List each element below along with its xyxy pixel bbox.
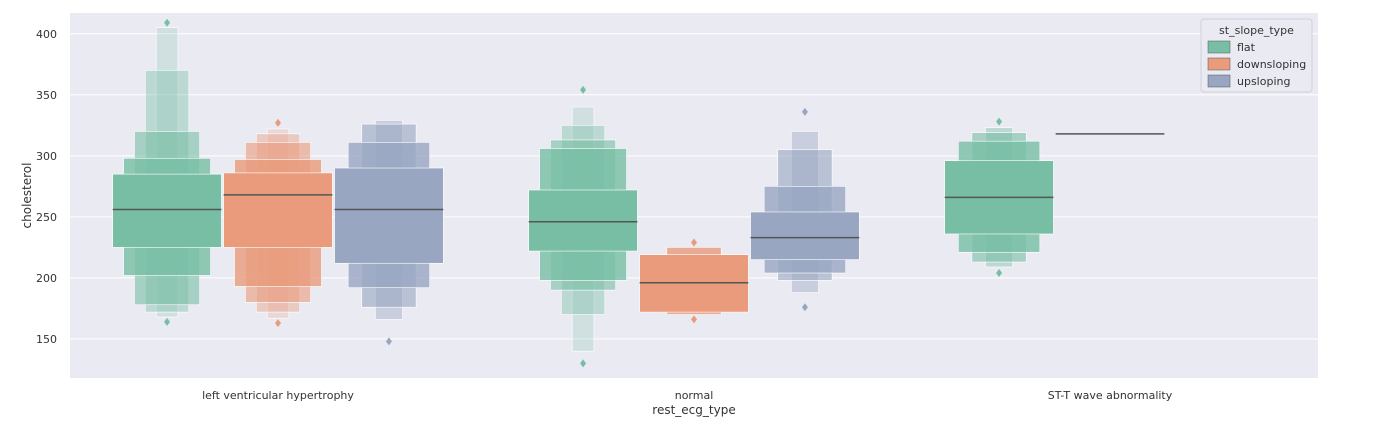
y-tick-label: 200 [36, 272, 57, 285]
boxen-level [335, 168, 444, 263]
y-tick-label: 350 [36, 89, 57, 102]
boxen-level [529, 190, 638, 251]
boxen-level [113, 174, 222, 247]
x-axis-label: rest_ecg_type [652, 403, 735, 417]
y-tick-labels: 150 200 250 300 350 400 [36, 28, 57, 346]
legend-entry: downsloping [1237, 58, 1306, 71]
y-tick-label: 400 [36, 28, 57, 41]
legend-swatch [1208, 41, 1230, 53]
boxen-level [751, 212, 860, 260]
legend-swatch [1208, 75, 1230, 87]
legend-title: st_slope_type [1219, 24, 1294, 37]
x-tick-label: ST-T wave abnormality [1048, 389, 1173, 402]
y-tick-label: 300 [36, 150, 57, 163]
legend-entry: flat [1237, 41, 1256, 54]
legend-entry: upsloping [1237, 75, 1290, 88]
x-tick-label: left ventricular hypertrophy [202, 389, 354, 402]
legend-swatch [1208, 58, 1230, 70]
x-tick-label: normal [675, 389, 714, 402]
y-axis-label: cholesterol [20, 163, 34, 229]
y-tick-label: 250 [36, 211, 57, 224]
legend: st_slope_type flat downsloping upsloping [1201, 19, 1312, 92]
y-tick-label: 150 [36, 333, 57, 346]
x-tick-labels: left ventricular hypertrophy normal ST-T w… [202, 389, 1173, 402]
boxen-level [224, 173, 333, 247]
